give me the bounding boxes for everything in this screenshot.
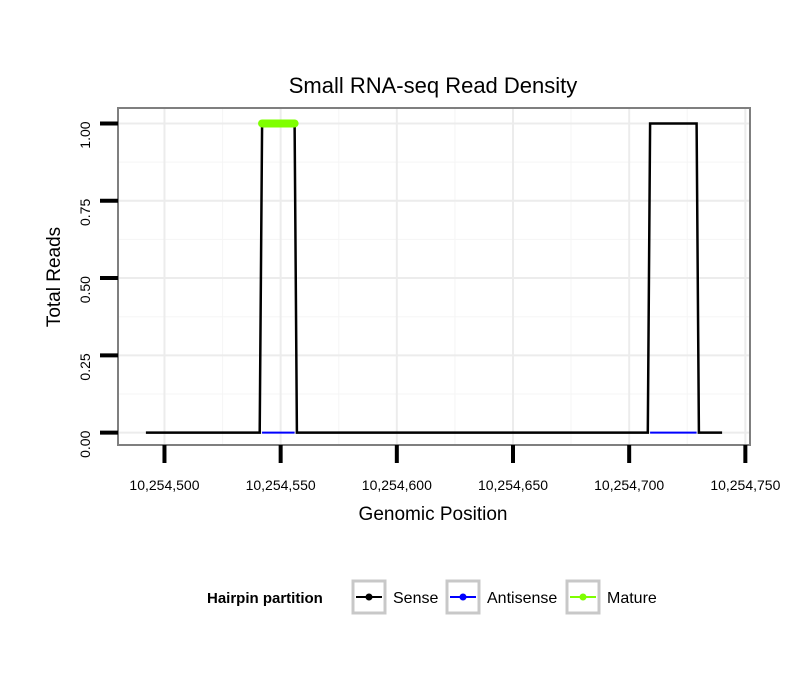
grid-layer	[118, 108, 750, 445]
sense-line	[145, 122, 723, 434]
x-axis-title: Genomic Position	[359, 504, 508, 525]
axis-layer: 10,254,500 10,254,550 10,254,600 10,254,650…	[77, 121, 781, 493]
legend-label: Antisense	[487, 590, 557, 607]
legend-item-antisense: Antisense	[445, 579, 557, 615]
series-layer	[145, 119, 723, 434]
y-tick-label: 1.00	[77, 121, 93, 148]
x-tick-label: 10,254,600	[362, 477, 432, 493]
legend-label: Sense	[393, 590, 438, 607]
chart-title: Small RNA-seq Read Density	[289, 73, 578, 98]
legend-key-dot	[365, 593, 373, 601]
legend-item-mature: Mature	[565, 579, 657, 615]
legend-key-dot	[579, 593, 587, 601]
legend-title: Hairpin partition	[207, 590, 323, 607]
y-tick-label: 0.00	[77, 430, 93, 457]
legend-key-dot	[459, 593, 467, 601]
y-axis-title: Total Reads	[44, 227, 65, 327]
legend-label: Mature	[607, 590, 657, 607]
x-tick-label: 10,254,750	[710, 477, 780, 493]
y-tick-label: 0.75	[77, 199, 93, 226]
legend: Hairpin partition Sense Antisense Mature	[207, 579, 657, 615]
y-tick-label: 0.25	[77, 353, 93, 380]
x-tick-label: 10,254,550	[246, 477, 316, 493]
legend-item-sense: Sense	[351, 579, 438, 615]
x-tick-label: 10,254,700	[594, 477, 664, 493]
x-tick-label: 10,254,500	[129, 477, 199, 493]
x-tick-label: 10,254,650	[478, 477, 548, 493]
y-tick-label: 0.50	[77, 276, 93, 303]
